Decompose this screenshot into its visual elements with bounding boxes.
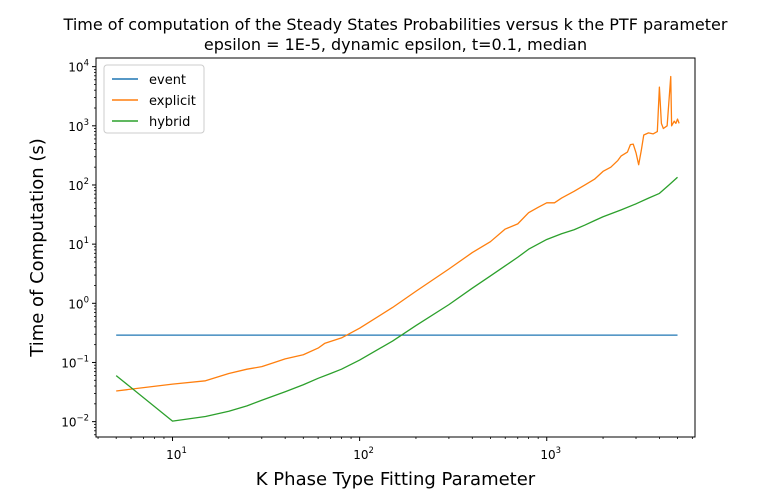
legend-box: [103, 64, 205, 134]
y-tick-label: 102: [68, 177, 89, 193]
legend-label-event: event: [149, 73, 186, 88]
y-tick-label: 100: [68, 295, 89, 311]
plot-frame: [95, 57, 696, 438]
x-tick-label: 102: [353, 446, 374, 462]
y-tick-label: 10−1: [61, 354, 89, 370]
y-tick-label: 10−2: [61, 414, 89, 430]
y-tick-label: 101: [68, 236, 89, 252]
legend: event explicit hybrid: [103, 64, 205, 134]
y-tick-label: 104: [68, 59, 89, 75]
legend-label-hybrid: hybrid: [149, 115, 190, 130]
axes: 101 102 103 10−2 10−1 100 101 102 103 104: [61, 57, 696, 462]
series-line-explicit: [116, 75, 680, 392]
x-tick-label: 103: [540, 446, 561, 462]
y-axis-label: Time of Computation (s): [27, 138, 48, 358]
chart-subtitle: epsilon = 1E-5, dynamic epsilon, t=0.1, …: [204, 35, 587, 54]
legend-label-explicit: explicit: [149, 94, 196, 109]
x-axis-label: K Phase Type Fitting Parameter: [256, 469, 536, 490]
x-tick-label: 101: [166, 446, 187, 462]
y-tick-label: 103: [68, 118, 89, 134]
series-line-hybrid: [115, 176, 678, 422]
plot-series: [115, 75, 680, 422]
chart-title: Time of computation of the Steady States…: [63, 15, 728, 34]
